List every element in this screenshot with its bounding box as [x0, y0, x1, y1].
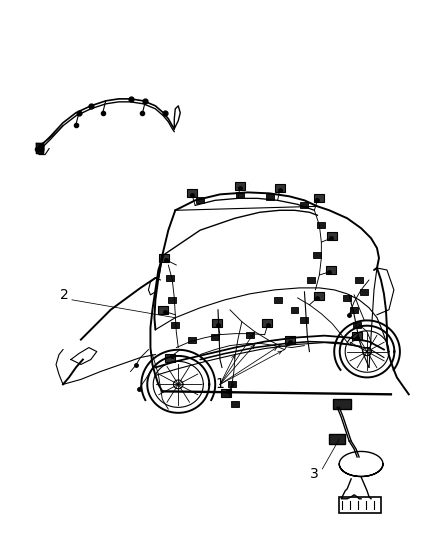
Bar [188, 337, 196, 343]
Bar [333, 399, 351, 409]
Bar [221, 391, 229, 397]
Bar [300, 203, 308, 208]
Bar [350, 307, 358, 313]
Bar [285, 336, 294, 344]
Bar [300, 317, 308, 322]
Text: 1: 1 [215, 377, 224, 391]
Bar [343, 295, 351, 301]
Bar [166, 275, 174, 281]
Bar [326, 266, 336, 274]
Bar [275, 184, 285, 192]
Bar [290, 307, 298, 313]
Bar [266, 195, 274, 200]
Polygon shape [36, 143, 43, 152]
Bar [236, 192, 244, 198]
Bar [196, 197, 204, 203]
Bar [314, 252, 321, 258]
Bar [159, 306, 168, 314]
Bar [352, 332, 362, 340]
Bar [212, 319, 222, 327]
Bar [171, 322, 179, 328]
Text: 3: 3 [310, 467, 319, 481]
Bar [246, 332, 254, 337]
Bar [339, 497, 381, 513]
Bar [228, 382, 236, 387]
Bar [307, 277, 315, 283]
Bar [211, 334, 219, 340]
Bar [327, 232, 337, 240]
Bar [318, 222, 325, 228]
Bar [355, 277, 363, 283]
Bar [314, 195, 324, 203]
Bar [329, 434, 345, 444]
Bar [159, 254, 170, 262]
Text: 2: 2 [60, 288, 68, 302]
Bar [168, 297, 176, 303]
Bar [314, 292, 324, 300]
Bar [187, 189, 197, 197]
Bar [221, 389, 231, 397]
Bar [235, 182, 245, 190]
Bar [165, 353, 175, 361]
Bar [360, 289, 368, 295]
Bar [231, 401, 239, 407]
Bar [274, 297, 282, 303]
Bar [353, 322, 361, 328]
Bar [262, 319, 272, 327]
